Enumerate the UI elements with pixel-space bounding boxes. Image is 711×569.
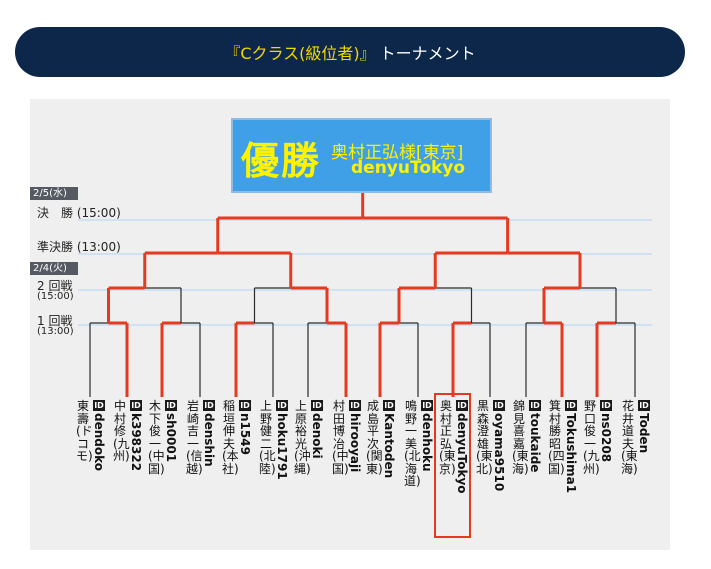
champion-name: 奥村正弘様[東京] — [331, 143, 464, 163]
player-name: 岩崎吉一(信越) — [186, 399, 203, 476]
player-id-text: Kantoden — [382, 413, 396, 479]
player-name: 稲垣伸夫(本社) — [222, 399, 239, 476]
id-badge-icon: ID — [130, 400, 142, 411]
id-badge-icon: ID — [349, 400, 361, 411]
player-name: 中村 修(九州) — [113, 399, 138, 463]
player-id: ID n1549 — [237, 400, 252, 455]
round-label-second: 2 回戦 — [37, 279, 73, 293]
player-name: 箕村勝昭(四国) — [548, 399, 565, 476]
id-badge-icon: ID — [203, 400, 215, 411]
champion-account: denyuTokyo — [351, 158, 466, 178]
round-label-first: 1 回戦 — [37, 314, 73, 328]
player-name: 成島平次(関東) — [366, 399, 383, 476]
player-id: ID k398322 — [128, 400, 143, 472]
id-badge-icon: ID — [638, 400, 650, 411]
id-badge-icon: ID — [600, 400, 612, 411]
player-name: 上野健二(北陸) — [259, 399, 276, 476]
player-name: 鳴野一美(北海道) — [404, 399, 421, 488]
player-id: ID dendoko — [91, 400, 106, 472]
player-name: 村田博冶(中国) — [332, 399, 349, 476]
player-id-text: Toden — [637, 413, 651, 454]
round-line-first — [78, 324, 652, 326]
player-name: 黒森澄雄(東北) — [476, 399, 493, 476]
player-id: ID denhoku — [419, 400, 434, 472]
player-id: ID denshin — [201, 400, 216, 467]
player-id-text: hoku1791 — [275, 413, 289, 480]
round-line-second — [78, 289, 652, 291]
round-time-second: (15:00) — [37, 291, 74, 302]
round-line-semi — [78, 253, 652, 255]
id-badge-icon: ID — [493, 400, 505, 411]
player-id-text: denyuTokyo — [455, 413, 469, 494]
round-label-final: 決 勝 (15:00) — [37, 206, 121, 220]
id-badge-icon: ID — [456, 400, 468, 411]
player-id: ID hoku1791 — [274, 400, 289, 480]
title-quoted: 『Cクラス(級位者)』 — [224, 44, 376, 63]
date-badge-final: 2/5(水) — [30, 187, 78, 200]
player-id: ID denyuTokyo — [454, 400, 469, 494]
player-id-text: oyama9510 — [492, 413, 506, 492]
player-id: ID Kantoden — [381, 400, 396, 479]
player-name: 花井道夫(東海) — [621, 399, 638, 476]
round-label-semi: 準決勝 (13:00) — [37, 240, 121, 254]
player-id-text: sh0001 — [164, 413, 178, 463]
player-id: ID toukaide — [527, 400, 542, 473]
date-badge-prelim: 2/4(火) — [30, 262, 78, 275]
player-id-text: n1549 — [238, 413, 252, 455]
id-badge-icon: ID — [383, 400, 395, 411]
player-name: 東 壽(ドコモ) — [76, 399, 101, 463]
title-rest: トーナメント — [379, 44, 476, 63]
player-id-text: ns0208 — [599, 413, 613, 463]
tournament-title-banner: 『Cクラス(級位者)』 トーナメント — [15, 27, 685, 77]
id-badge-icon: ID — [565, 400, 577, 411]
champion-label: 優勝 — [241, 138, 322, 183]
id-badge-icon: ID — [239, 400, 251, 411]
player-name: 錦見喜嘉(東海) — [512, 399, 529, 476]
player-name: 上原裕光(沖縄) — [294, 399, 311, 476]
player-id: ID sh0001 — [163, 400, 178, 463]
id-badge-icon: ID — [93, 400, 105, 411]
player-id-text: k398322 — [129, 413, 143, 472]
player-id-text: toukaide — [528, 413, 542, 473]
player-name: 木下俊一(中国) — [148, 399, 165, 476]
player-id-text: Tokushima1 — [564, 413, 578, 494]
player-id-text: denoki — [310, 413, 324, 459]
player-id: ID ns0208 — [598, 400, 613, 463]
round-time-first: (13:00) — [37, 326, 74, 337]
player-id-text: denshin — [202, 413, 216, 467]
player-id-text: denhoku — [420, 413, 434, 472]
id-badge-icon: ID — [276, 400, 288, 411]
id-badge-icon: ID — [421, 400, 433, 411]
player-id-text: hirooyaji — [348, 413, 362, 473]
id-badge-icon: ID — [311, 400, 323, 411]
id-badge-icon: ID — [529, 400, 541, 411]
player-id: ID Toden — [636, 400, 651, 454]
player-id: ID hirooyaji — [347, 400, 362, 473]
player-id: ID denoki — [309, 400, 324, 459]
player-name: 野口俊一(九州) — [583, 399, 600, 476]
player-name: 奥村正弘(東京) — [439, 399, 456, 476]
round-line-final — [78, 219, 652, 221]
id-badge-icon: ID — [165, 400, 177, 411]
player-id: ID Tokushima1 — [563, 400, 578, 494]
winner-highlight-box — [434, 393, 471, 538]
player-id-text: dendoko — [92, 413, 106, 472]
champion-box: 優勝 奥村正弘様[東京] denyuTokyo — [231, 118, 492, 193]
player-id: ID oyama9510 — [491, 400, 506, 492]
